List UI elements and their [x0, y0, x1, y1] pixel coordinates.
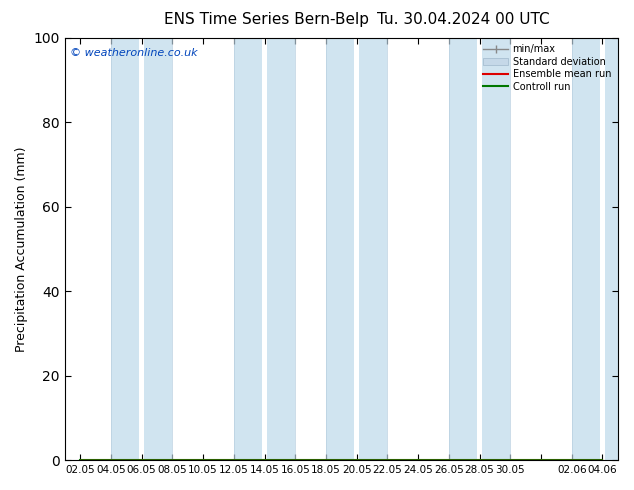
Bar — [359, 38, 387, 460]
Bar — [326, 38, 354, 460]
Bar — [482, 38, 510, 460]
Text: © weatheronline.co.uk: © weatheronline.co.uk — [70, 48, 198, 58]
Bar — [449, 38, 477, 460]
Text: Tu. 30.04.2024 00 UTC: Tu. 30.04.2024 00 UTC — [377, 12, 549, 27]
Bar — [572, 38, 600, 460]
Text: ENS Time Series Bern-Belp: ENS Time Series Bern-Belp — [164, 12, 369, 27]
Bar — [267, 38, 295, 460]
Bar — [234, 38, 262, 460]
Legend: min/max, Standard deviation, Ensemble mean run, Controll run: min/max, Standard deviation, Ensemble me… — [481, 43, 613, 94]
Bar — [605, 38, 633, 460]
Bar — [144, 38, 172, 460]
Bar — [111, 38, 139, 460]
Y-axis label: Precipitation Accumulation (mm): Precipitation Accumulation (mm) — [15, 146, 28, 352]
